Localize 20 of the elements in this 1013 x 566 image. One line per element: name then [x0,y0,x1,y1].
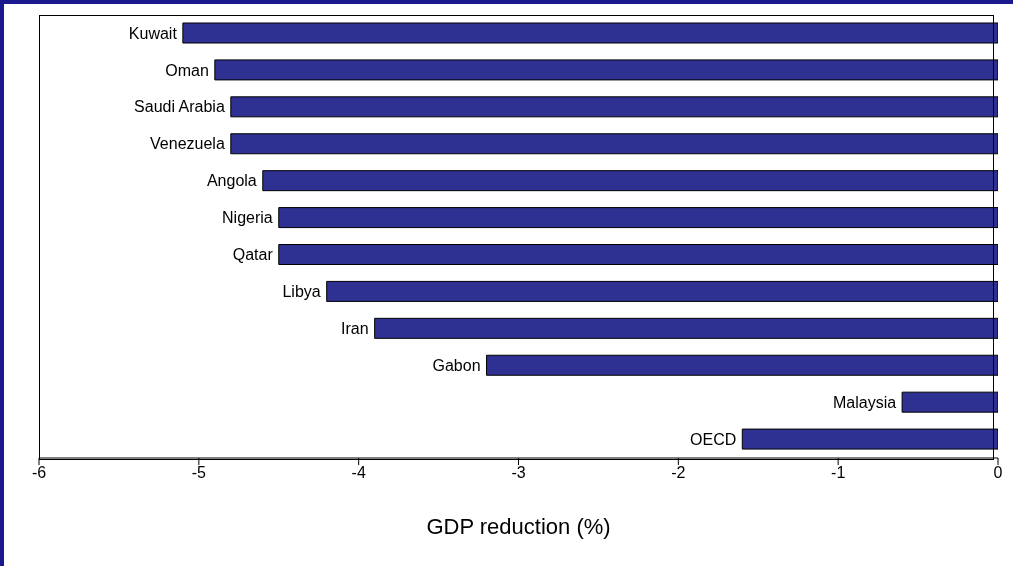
y-tick-label: Libya [282,283,321,301]
y-tick-label: Kuwait [128,24,178,42]
x-axis-title: GDP reduction (%) [426,514,611,539]
y-tick-label: Qatar [232,246,274,264]
y-tick-label: Malaysia [832,393,897,411]
x-tick-label: -1 [831,464,846,482]
x-tick-label: -3 [511,464,526,482]
y-tick-label: OECD [690,430,737,448]
y-tick-label: Iran [341,319,369,337]
y-tick-label: Venezuela [150,135,225,153]
y-tick-label: Angola [206,172,257,190]
y-tick-label: Gabon [432,356,481,374]
y-tick-label: Oman [165,61,209,79]
x-tick-label: -4 [351,464,366,482]
x-tick-label: -5 [191,464,207,482]
y-tick-label: Saudi Arabia [134,98,225,116]
y-tick-label: Nigeria [222,209,273,227]
x-tick-label: 0 [993,464,1003,482]
x-tick-label: -6 [31,464,47,482]
x-tick-label: -2 [671,464,686,482]
